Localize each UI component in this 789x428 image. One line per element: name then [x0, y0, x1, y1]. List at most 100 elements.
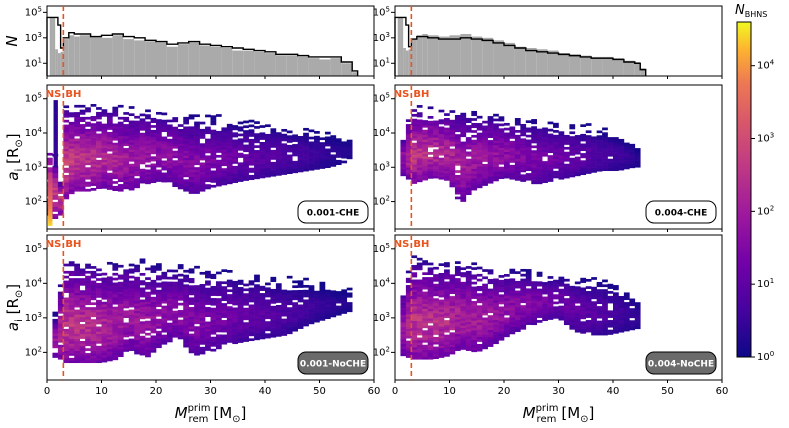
hist-bar — [286, 55, 298, 76]
density-cell — [449, 274, 456, 278]
density-cell — [237, 126, 244, 130]
density-cell — [444, 310, 450, 314]
density-cell — [411, 344, 418, 348]
density-cell — [123, 276, 130, 280]
density-cell — [68, 160, 75, 163]
density-cell — [139, 173, 146, 177]
density-cell — [194, 183, 200, 187]
density-cell — [68, 155, 75, 159]
density-cell — [68, 184, 75, 187]
density-cell — [574, 305, 581, 309]
density-cell — [281, 325, 288, 329]
density-cell — [226, 294, 233, 297]
density-cell — [308, 153, 315, 157]
density-cell — [139, 168, 146, 172]
density-cell — [63, 299, 70, 303]
density-cell — [454, 170, 461, 173]
density-cell — [460, 115, 467, 118]
density-cell — [422, 294, 428, 297]
density-cell — [215, 324, 222, 328]
density-cell — [574, 322, 581, 326]
density-cell — [427, 320, 434, 324]
density-cell — [286, 154, 293, 158]
density-cell — [177, 319, 184, 323]
density-cell — [444, 298, 450, 302]
density-cell — [57, 212, 64, 216]
density-cell — [558, 176, 565, 180]
density-cell — [79, 331, 86, 335]
density-cell — [265, 133, 271, 137]
density-cell — [531, 317, 537, 321]
hist-bar — [199, 45, 211, 76]
density-cell — [580, 289, 587, 293]
density-cell — [476, 273, 483, 277]
density-cell — [319, 318, 326, 321]
density-cell — [509, 326, 516, 330]
density-cell — [112, 265, 119, 269]
density-cell — [156, 301, 162, 305]
density-cell — [563, 298, 570, 301]
density-cell — [558, 140, 565, 144]
hist-bar — [265, 53, 276, 76]
density-cell — [487, 168, 494, 172]
density-cell — [96, 316, 102, 320]
density-cell — [74, 336, 80, 339]
density-cell — [629, 325, 636, 328]
density-cell — [542, 146, 548, 150]
density-cell — [465, 316, 472, 320]
density-cell — [134, 166, 140, 169]
density-cell — [444, 288, 450, 292]
density-cell — [123, 346, 130, 350]
density-cell — [79, 304, 86, 308]
density-cell — [183, 184, 189, 187]
density-cell — [53, 131, 58, 134]
density-cell — [547, 157, 554, 161]
density-cell — [531, 288, 537, 292]
density-cell — [68, 145, 75, 149]
panel-ytick-label: 104 — [25, 126, 43, 139]
density-cell — [177, 181, 184, 185]
bh-label: BH — [65, 239, 81, 250]
density-cell — [416, 257, 423, 261]
density-cell — [460, 284, 467, 287]
density-cell — [139, 120, 146, 124]
density-cell — [422, 151, 428, 155]
density-cell — [134, 288, 140, 292]
density-cell — [74, 319, 80, 322]
density-cell — [150, 308, 157, 312]
density-cell — [79, 188, 86, 192]
density-cell — [585, 278, 592, 282]
density-cell — [145, 135, 151, 139]
density-cell — [542, 315, 548, 319]
density-cell — [221, 153, 228, 157]
density-cell — [221, 149, 228, 152]
density-cell — [156, 150, 162, 154]
density-cell — [314, 290, 320, 294]
density-cell — [493, 176, 499, 179]
density-cell — [281, 162, 288, 166]
density-cell — [613, 301, 619, 305]
density-cell — [297, 316, 304, 320]
density-cell — [52, 345, 59, 349]
density-cell — [493, 125, 499, 129]
density-cell — [243, 149, 249, 153]
hist-bar — [558, 53, 570, 76]
density-cell — [101, 150, 108, 153]
density-cell — [205, 321, 211, 325]
density-cell — [112, 159, 119, 163]
density-cell — [199, 174, 206, 178]
density-cell — [145, 286, 151, 290]
density-cell — [68, 345, 75, 349]
density-cell — [596, 308, 603, 312]
density-cell — [101, 140, 108, 144]
density-cell — [449, 339, 456, 343]
density-cell — [493, 149, 499, 153]
density-cell — [444, 305, 450, 309]
density-cell — [525, 153, 532, 157]
density-cell — [553, 137, 559, 140]
density-cell — [536, 164, 543, 168]
density-cell — [416, 267, 423, 271]
density-cell — [205, 287, 211, 291]
density-cell — [438, 157, 445, 161]
density-cell — [574, 308, 581, 311]
